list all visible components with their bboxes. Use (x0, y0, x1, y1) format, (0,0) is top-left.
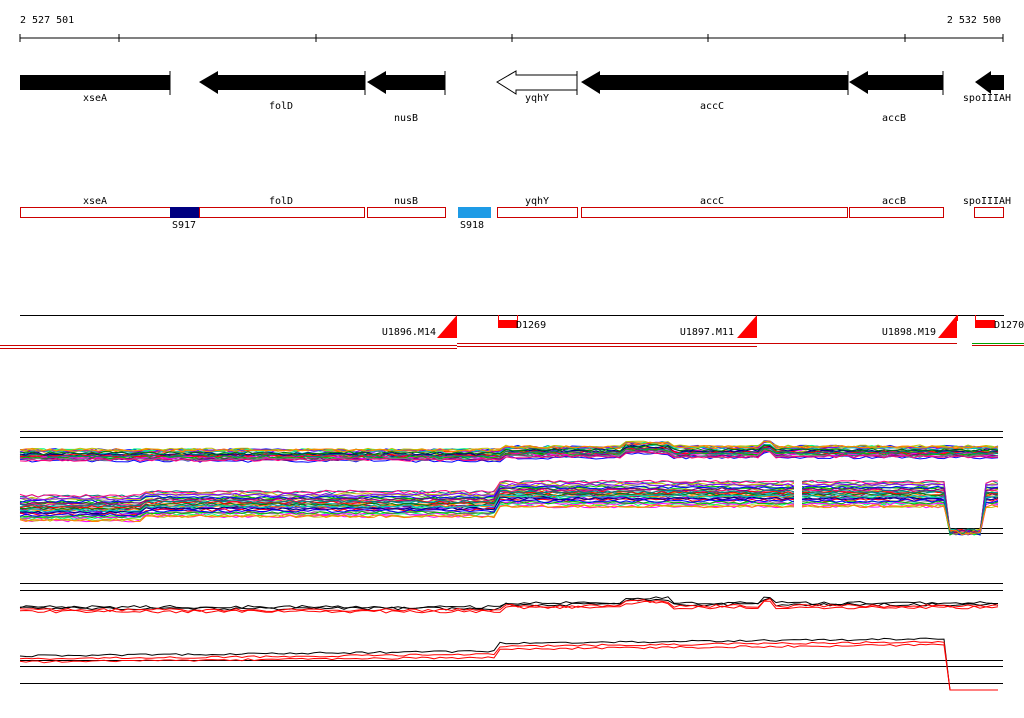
gene-fold[interactable]: folD (199, 71, 366, 112)
condition-trace-upper (19, 449, 999, 462)
average-trace-lower (19, 640, 998, 691)
condition-trace-lower (19, 500, 999, 536)
annotation-label-accb: accB (882, 196, 906, 207)
condition-trace-lower (19, 504, 999, 536)
annotation-label-fold: folD (269, 196, 293, 207)
gene-accc[interactable]: accC (581, 71, 849, 112)
downshift-d1270-marker[interactable] (975, 320, 995, 328)
condition-trace-lower (19, 494, 999, 535)
gene-spoiiiah-arrow[interactable] (975, 71, 1004, 94)
downshift-d1270-label: D1270 (994, 320, 1024, 331)
gene-nusb-arrow[interactable] (367, 71, 445, 94)
upshift-u1898-m19[interactable]: U1898.M19 (882, 315, 958, 338)
gene-nusb[interactable]: nusB (367, 71, 446, 124)
feature-box-spoiiiah[interactable] (974, 207, 1004, 218)
upshift-u1897-m11[interactable]: U1897.M11 (680, 315, 757, 338)
gene-xsea-arrow[interactable] (20, 75, 170, 90)
condition-profile-lines (19, 440, 999, 536)
gene-yqhy-arrow[interactable] (496, 70, 578, 95)
segment-s917-label: S917 (172, 220, 196, 231)
condition-trace-lower (19, 493, 999, 535)
gene-accb[interactable]: accB (849, 71, 944, 124)
upshift-u1896-m14[interactable]: U1896.M14 (382, 315, 457, 338)
gene-spoiiiah-label: spoIIIAH (963, 93, 1011, 104)
condition-trace-upper (19, 443, 999, 456)
gene-accb-arrow[interactable] (849, 71, 943, 94)
downshift-d1269-marker[interactable] (498, 320, 518, 328)
no-data-gap (794, 470, 802, 545)
average-trace-upper (19, 597, 999, 611)
condition-trace-lower (19, 499, 999, 536)
feature-box-xsea[interactable] (20, 207, 171, 218)
condition-trace-lower (19, 496, 999, 536)
feature-box-accb[interactable] (849, 207, 944, 218)
annotation-track: xseA folD nusB yqhY accC accB spoIIIAH S… (20, 196, 1011, 231)
condition-trace-lower (19, 492, 999, 536)
downshift-d1270[interactable]: D1270 (975, 315, 1024, 331)
gene-xsea[interactable]: xseA (20, 71, 171, 104)
annotation-label-xsea: xseA (83, 196, 107, 207)
gene-accb-label: accB (882, 113, 906, 124)
gene-accc-arrow[interactable] (581, 71, 848, 94)
feature-box-nusb[interactable] (367, 207, 446, 218)
gene-spoiiiah[interactable]: spoIIIAH (963, 71, 1011, 104)
gene-fold-arrow[interactable] (199, 71, 365, 94)
expression-profile-panel-conditions (19, 431, 1003, 545)
downshift-d1269-label: D1269 (516, 320, 546, 331)
gene-nusb-label: nusB (394, 113, 418, 124)
gene-track: xseA folD nusB yqhY accC accB (20, 70, 1011, 124)
downshift-d1269[interactable]: D1269 (498, 315, 546, 331)
average-trace-lower (19, 643, 998, 691)
upshift-u1898-m19-label: U1898.M19 (882, 327, 936, 338)
transcription-shift-track: U1896.M14 D1269 U1897.M11 U1898.M19 D127… (0, 315, 1024, 349)
condition-trace-upper (19, 450, 999, 462)
upshift-u1898-m19-marker[interactable] (938, 315, 957, 338)
annotation-label-yqhy: yqhY (525, 196, 549, 207)
average-trace-upper (19, 600, 999, 614)
coordinate-ruler: 2 527 501 2 532 500 (19, 15, 1004, 42)
feature-box-yqhy[interactable] (497, 207, 578, 218)
average-trace-upper (19, 598, 999, 613)
condition-trace-lower (19, 489, 999, 536)
upshift-u1896-m14-marker[interactable] (437, 315, 457, 338)
condition-trace-lower (19, 482, 999, 536)
expression-profile-panel-average (19, 583, 1003, 691)
condition-trace-lower (19, 490, 998, 534)
condition-trace-lower (19, 479, 999, 534)
segment-s918-label: S918 (460, 220, 484, 231)
condition-trace-upper (19, 440, 999, 453)
gene-yqhy-label: yqhY (525, 93, 549, 104)
average-trace-lower (19, 637, 998, 691)
average-profile-lines (19, 596, 999, 691)
upshift-u1897-m11-marker[interactable] (737, 315, 757, 338)
condition-trace-lower (19, 487, 999, 534)
feature-box-accc[interactable] (581, 207, 848, 218)
annotation-label-spoiiiah: spoIIIAH (963, 196, 1011, 207)
annotation-label-accc: accC (700, 196, 724, 207)
gene-accc-label: accC (700, 101, 724, 112)
upshift-u1896-m14-label: U1896.M14 (382, 327, 436, 338)
segment-s917[interactable] (170, 207, 199, 218)
ruler-start-coordinate: 2 527 501 (20, 15, 74, 26)
annotation-label-nusb: nusB (394, 196, 418, 207)
upshift-u1897-m11-label: U1897.M11 (680, 327, 734, 338)
gene-fold-label: folD (269, 101, 293, 112)
segment-s918[interactable] (458, 207, 491, 218)
gene-yqhy[interactable]: yqhY (496, 70, 578, 104)
ruler-end-coordinate: 2 532 500 (947, 15, 1001, 26)
gene-xsea-label: xseA (83, 93, 107, 104)
feature-box-fold[interactable] (199, 207, 365, 218)
